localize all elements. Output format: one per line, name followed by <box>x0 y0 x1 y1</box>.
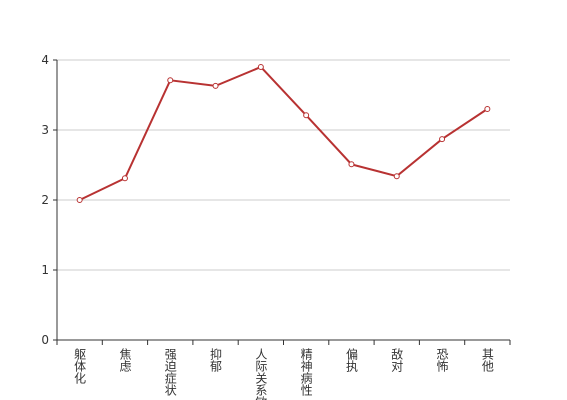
point <box>167 77 174 84</box>
y-tick-label: 4 <box>41 53 49 67</box>
point <box>348 161 355 168</box>
y-tick-label: 1 <box>41 263 49 277</box>
point <box>121 175 128 182</box>
line <box>79 65 488 201</box>
y-tick-label: 3 <box>41 123 49 137</box>
y-tick-label: 0 <box>41 333 49 347</box>
x-tick-label: 恐怖 <box>435 348 449 372</box>
x-tick-label: 精神病性 <box>299 348 313 397</box>
point <box>393 173 400 180</box>
x-tick-label: 焦虑 <box>118 348 132 372</box>
x-tick-label: 敌对 <box>390 347 404 372</box>
x-tick-label: 偏执 <box>344 347 358 373</box>
x-tick-label: 躯体化 <box>73 347 87 385</box>
point <box>484 106 491 112</box>
point <box>76 197 83 203</box>
y-tick-label: 2 <box>41 193 49 207</box>
x-tick-label: 其他 <box>480 348 494 372</box>
point <box>212 82 219 89</box>
point <box>257 64 264 70</box>
x-tick-label: 抑郁 <box>209 347 223 373</box>
x-tick-label: 强迫症状 <box>163 348 177 396</box>
x-tick-label: 人际关系敏感 <box>254 348 268 400</box>
point <box>439 136 446 143</box>
point <box>303 112 310 119</box>
